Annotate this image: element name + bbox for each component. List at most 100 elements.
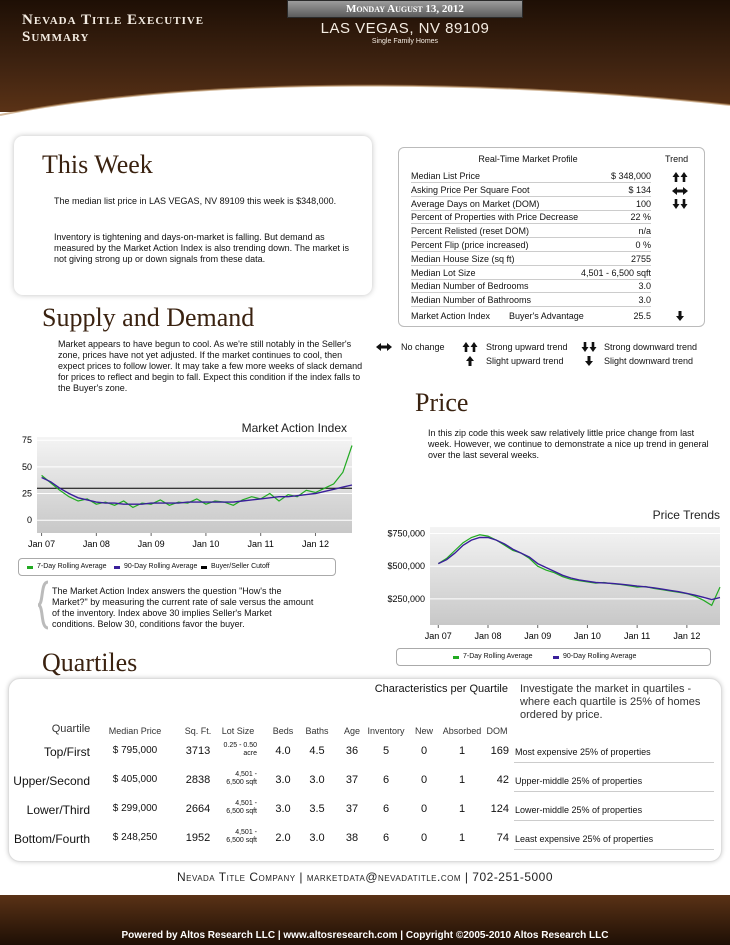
header-title: Nevada Title Executive Summary — [22, 12, 205, 45]
profile-value: 22 % — [630, 212, 651, 223]
profile-label: Market Action Index — [411, 311, 491, 321]
this-week-card — [14, 136, 372, 295]
quartile-cell: 1952 — [185, 832, 211, 844]
quartile-cell: 124 — [490, 803, 509, 815]
legend-icon — [581, 342, 597, 352]
column-header: Sq. Ft. — [184, 726, 212, 736]
quartile-cell: 1 — [458, 803, 466, 815]
legend-swatch — [114, 566, 120, 569]
column-header: Lot Size — [221, 726, 255, 736]
profile-row: Market Action Index Buyer's Advantage 25.5 — [411, 309, 651, 323]
x-tick-label: Jan 08 — [83, 539, 110, 549]
profile-label: Median Number of Bedrooms — [411, 281, 529, 292]
trend-icon — [672, 172, 688, 182]
profile-value: 2755 — [630, 253, 651, 264]
quartile-cell: 38 — [345, 832, 359, 844]
legend-swatch — [553, 656, 559, 659]
column-header: Beds — [272, 726, 294, 736]
quartile-desc: Upper-middle 25% of properties — [515, 776, 643, 786]
this-week-paragraph: Inventory is tightening and days-on-mark… — [54, 232, 349, 264]
row-rule — [514, 791, 714, 792]
series-line — [41, 445, 353, 509]
mai-legend: 7-Day Rolling Average 90-Day Rolling Aver… — [18, 558, 336, 576]
quartile-cell: 37 — [345, 774, 359, 786]
legend-label: 90-Day Rolling Average — [563, 653, 637, 660]
legend-icon — [581, 356, 597, 366]
y-tick-label: $750,000 — [387, 529, 425, 539]
profile-value: n/a — [638, 226, 651, 237]
supply-heading: Supply and Demand — [42, 303, 255, 332]
legend-swatch — [201, 566, 207, 569]
quartile-name: Top/First — [43, 745, 90, 759]
price-chart: Price Trends $250,000 $500,000 $750,000 Jan … — [387, 508, 721, 641]
quartile-cell: 42 — [496, 774, 509, 786]
quartile-cell: 0 — [420, 745, 428, 757]
column-header: Median Price — [108, 726, 162, 736]
mai-explanation: The Market Action Index answers the ques… — [52, 586, 314, 629]
column-header: New — [414, 726, 433, 736]
profile-label: Median List Price — [411, 171, 481, 181]
quartiles-card: Characteristics per Quartile Investigate… — [8, 678, 722, 862]
bracket — [37, 580, 49, 630]
quartile-cell: 1 — [458, 774, 466, 786]
footer-contact: Nevada Title Company | marketdata@nevada… — [176, 870, 554, 884]
quartile-cell: 74 — [496, 832, 509, 844]
legend-label: 7-Day Rolling Average — [463, 653, 533, 660]
x-tick-label: Jan 08 — [474, 631, 501, 641]
header-location: LAS VEGAS, NV 89109 — [320, 20, 490, 37]
series-line — [438, 536, 721, 601]
legend-swatch — [27, 566, 33, 569]
quartile-cell: 2.0 — [275, 832, 291, 844]
quartile-cell: 2664 — [185, 803, 211, 815]
quartile-cell: 4.0 — [275, 745, 291, 757]
quartile-cell: 0 — [420, 774, 428, 786]
trend-legend: No change Strong upward trend Strong dow… — [376, 341, 716, 371]
profile-label: Percent of Properties with Price Decreas… — [411, 212, 579, 223]
profile-value: 4,501 - 6,500 sqft — [580, 267, 651, 278]
legend-text: Slight downward trend — [604, 356, 694, 366]
column-header: Inventory — [367, 726, 405, 736]
profile-label: Median House Size (sq ft) — [411, 253, 515, 264]
y-tick-label: 75 — [22, 435, 32, 445]
x-tick-label: Jan 09 — [138, 539, 165, 549]
quartile-name: Lower/Third — [26, 803, 90, 817]
quartile-cell: 5 — [382, 745, 390, 757]
profile-label: Percent Flip (price increased) — [411, 240, 529, 250]
plot-area — [430, 527, 720, 625]
y-tick-label: 25 — [22, 489, 32, 499]
profile-note: Buyer's Advantage — [509, 311, 584, 321]
x-tick-label: Jan 07 — [28, 539, 55, 549]
quartile-cell: 37 — [345, 803, 359, 815]
profile-row: Median House Size (sq ft) 2755 — [411, 252, 651, 266]
profile-row: Median Lot Size 4,501 - 6,500 sqft — [411, 266, 651, 280]
profile-row: Median Number of Bathrooms 3.0 — [411, 293, 651, 308]
quartile-cell: 3713 — [185, 745, 211, 757]
x-tick-label: Jan 12 — [673, 631, 700, 641]
quartile-name: Upper/Second — [13, 774, 90, 788]
quartile-cell: 4.5 — [309, 745, 325, 757]
trend-header: Trend — [665, 154, 689, 164]
price-text: In this zip code this week saw relativel… — [428, 428, 709, 460]
plot-area — [37, 437, 352, 533]
column-header: Quartile — [51, 723, 91, 735]
quartile-cell: 3.0 — [309, 774, 325, 786]
market-profile: Real-Time Market Profile Trend Median Li… — [398, 147, 705, 327]
trend-icon — [672, 186, 688, 196]
legend-icon — [376, 342, 392, 352]
profile-title: Real-Time Market Profile — [478, 154, 578, 164]
profile-row: Median List Price $ 348,000 — [411, 169, 651, 183]
header-subtitle: Single Family Homes — [371, 38, 439, 45]
trend-icon — [672, 311, 688, 321]
quartile-desc: Most expensive 25% of properties — [515, 747, 651, 757]
this-week-heading: This Week — [42, 150, 153, 179]
column-header: Absorbed — [442, 726, 482, 736]
x-tick-label: Jan 10 — [574, 631, 601, 641]
profile-label: Median Number of Bathrooms — [411, 295, 532, 306]
quartile-cell: 3.0 — [275, 803, 291, 815]
quartile-cell: 36 — [345, 745, 359, 757]
quartile-cell: $ 405,000 — [112, 774, 158, 785]
lot-size: 0.25 - 0.50 acre — [223, 742, 257, 757]
profile-row: Percent Relisted (reset DOM) n/a — [411, 224, 651, 239]
profile-row: Percent of Properties with Price Decreas… — [411, 210, 651, 225]
